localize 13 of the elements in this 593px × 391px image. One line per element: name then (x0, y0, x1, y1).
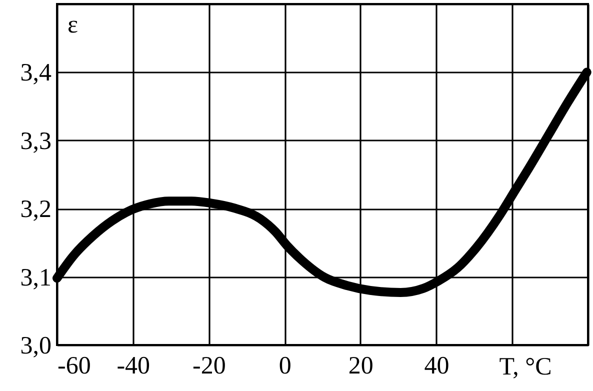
y-tick-label: 3,3 (20, 128, 52, 155)
x-tick-label: -60 (58, 352, 91, 380)
y-tick-label: 3,0 (20, 332, 52, 360)
y-axis-title: ε (68, 12, 78, 38)
y-tick-label: 3,2 (20, 196, 52, 224)
x-tick-label: -20 (192, 352, 226, 380)
x-tick-label: 20 (348, 352, 374, 380)
x-tick-label: -40 (116, 352, 150, 380)
x-tick-label: 0 (278, 352, 292, 380)
x-tick-label: 40 (424, 352, 450, 380)
y-tick-label: 3,1 (20, 264, 52, 292)
y-tick-label: 3,4 (20, 60, 52, 87)
x-axis-title: T, °C (499, 354, 552, 380)
